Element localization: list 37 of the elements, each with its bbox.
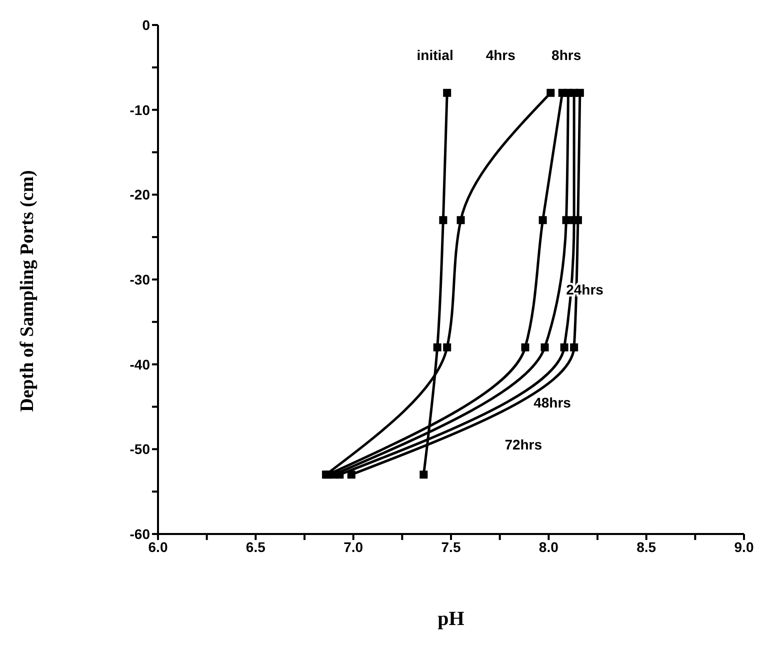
- point: [562, 216, 570, 224]
- point: [443, 88, 452, 97]
- y-tick-label: -60: [130, 526, 150, 542]
- point: [521, 343, 530, 352]
- x-axis-title: pH: [436, 608, 466, 631]
- y-tick-label: -50: [130, 441, 150, 458]
- y-tick-label: -10: [130, 102, 150, 118]
- x-tick-label: 6.0: [148, 538, 168, 555]
- point: [420, 470, 428, 479]
- point: [439, 216, 448, 224]
- y-tick-label: -30: [130, 271, 150, 288]
- x-tick-label: 8.0: [538, 538, 559, 555]
- point: [570, 343, 578, 352]
- x-tick-label: 7.5: [441, 538, 461, 555]
- series-label: 48hrs: [534, 394, 572, 410]
- point: [347, 470, 356, 479]
- y-axis-title: Depth of Sampling Ports (cm): [17, 170, 39, 412]
- x-tick-label: 8.5: [636, 538, 656, 555]
- x-tick-label: 7.0: [344, 538, 364, 555]
- series-label: initial: [416, 46, 454, 63]
- point: [560, 343, 568, 352]
- y-tick-label: -20: [130, 186, 150, 203]
- x-tick-label: 6.5: [246, 538, 266, 555]
- point: [336, 470, 344, 479]
- series-label: 8hrs: [552, 46, 582, 63]
- point: [456, 216, 465, 224]
- point: [538, 216, 547, 224]
- x-tick-label: 9.0: [734, 538, 754, 555]
- text: 4hrs: [486, 46, 516, 63]
- y-tick-label: -40: [130, 356, 150, 372]
- point: [576, 88, 584, 97]
- series-label: 72hrs: [504, 436, 542, 453]
- point: [546, 88, 555, 97]
- point: [540, 343, 549, 352]
- y-tick-label: 0: [142, 16, 150, 33]
- point: [433, 343, 442, 352]
- point: [443, 343, 452, 352]
